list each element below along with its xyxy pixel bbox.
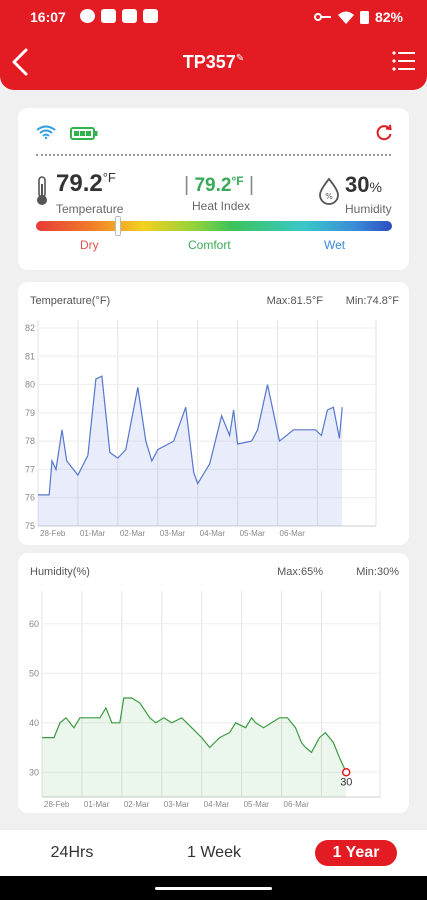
wifi-status-icon — [337, 11, 354, 24]
y-tick-label: 78 — [25, 436, 35, 446]
humidity-drop-icon: % — [319, 177, 339, 205]
y-tick-label: 79 — [25, 408, 35, 418]
y-tick-label: 77 — [25, 464, 35, 474]
divider — [36, 154, 391, 156]
system-nav-bar — [0, 876, 427, 900]
period-selector: 24Hrs 1 Week 1 Year — [0, 830, 427, 876]
comfort-level-wet: Wet — [324, 238, 346, 252]
humidity-value: 30 — [345, 172, 370, 197]
wifi-icon — [36, 125, 56, 139]
series-line — [42, 697, 347, 773]
current-reading-card: 79.2°F Temperature | 79.2°F | Heat Index… — [18, 108, 409, 270]
battery-icon — [70, 127, 98, 140]
period-1-year[interactable]: 1 Year — [315, 840, 397, 866]
y-tick-label: 81 — [25, 351, 35, 361]
key-icon — [313, 13, 331, 21]
heat-index-value: 79.2 — [194, 175, 232, 196]
thermometer-icon — [37, 176, 47, 205]
humidity-label: Humidity — [345, 202, 392, 216]
y-tick-label: 60 — [29, 619, 39, 629]
status-bar: 16:07 82% — [0, 0, 427, 34]
battery-status-icon — [359, 11, 369, 24]
humidity-max: Max:65% — [277, 566, 323, 578]
series-line — [38, 375, 343, 496]
device-title-wrap[interactable]: TP357✎ — [0, 52, 427, 73]
heat-index-unit: °F — [231, 174, 244, 188]
app-bar: TP357✎ — [0, 34, 427, 90]
temperature-value: 79.2 — [56, 170, 103, 197]
y-tick-label: 40 — [29, 718, 39, 728]
app-icon — [101, 9, 116, 23]
x-tick-label: 06-Mar — [280, 529, 306, 538]
comfort-gradient-bar — [36, 221, 392, 231]
last-point-label: 30 — [340, 776, 352, 788]
x-tick-label: 05-Mar — [240, 529, 266, 538]
comfort-level-dry: Dry — [80, 238, 99, 252]
battery-percent: 82% — [374, 9, 403, 25]
series-area — [38, 376, 343, 526]
temperature-max: Max:81.5°F — [266, 295, 323, 307]
y-tick-label: 82 — [25, 323, 35, 333]
x-tick-label: 28-Feb — [40, 529, 66, 538]
notification-icons — [80, 9, 158, 23]
x-tick-label: 02-Mar — [120, 529, 146, 538]
comfort-level-comfort: Comfort — [188, 238, 231, 252]
x-tick-label: 01-Mar — [80, 529, 106, 538]
temperature-value-wrap: 79.2°F — [56, 170, 116, 198]
y-tick-label: 30 — [29, 767, 39, 777]
x-tick-label: 04-Mar — [204, 800, 230, 809]
last-point-marker — [341, 768, 351, 777]
temperature-chart[interactable]: 75 76 77 78 79 80 81 82 28-Feb 01-Mar 02-Mar 03-Mar… — [18, 282, 409, 545]
x-tick-label: 28-Feb — [44, 800, 70, 809]
heat-index-label: Heat Index — [192, 199, 251, 213]
y-tick-label: 50 — [29, 668, 39, 678]
x-tick-label: 01-Mar — [84, 800, 110, 809]
humidity-unit: % — [369, 179, 382, 195]
comfort-marker — [114, 216, 121, 236]
series-area — [42, 698, 347, 797]
temperature-chart-card: Temperature(°F) Max:81.5°F Min:74.8°F 75… — [18, 282, 409, 545]
x-tick-label: 06-Mar — [284, 800, 310, 809]
svg-text:%: % — [325, 192, 333, 201]
humidity-min: Min:30% — [356, 566, 399, 578]
back-arrow-icon[interactable] — [8, 46, 36, 78]
edit-icon: ✎ — [235, 53, 245, 64]
y-tick-label: 75 — [25, 521, 35, 531]
y-tick-label: 80 — [25, 380, 35, 390]
humidity-chart-title: Humidity(%) — [30, 566, 90, 578]
heat-index-value-wrap: | 79.2°F | — [184, 174, 255, 196]
x-tick-label: 03-Mar — [164, 800, 190, 809]
temperature-unit: °F — [102, 170, 116, 185]
y-tick-label: 76 — [25, 493, 35, 503]
period-24hrs[interactable]: 24Hrs — [50, 844, 94, 861]
humidity-chart-card: Humidity(%) Max:65% Min:30% 30 40 50 60 28-F… — [18, 553, 409, 813]
menu-icon[interactable] — [391, 48, 417, 74]
device-title: TP357 — [182, 52, 236, 72]
shield-icon — [143, 9, 158, 23]
x-tick-label: 05-Mar — [244, 800, 270, 809]
temperature-label: Temperature — [56, 202, 124, 216]
home-gesture-pill[interactable] — [155, 887, 272, 890]
temperature-chart-title: Temperature(°F) — [30, 295, 111, 307]
humidity-chart[interactable]: 30 40 50 60 28-Feb 01-Mar 02-Mar 03-Mar 04-Mar 05… — [18, 553, 409, 813]
x-tick-label: 02-Mar — [124, 800, 150, 809]
refresh-icon[interactable] — [375, 124, 393, 142]
x-tick-label: 04-Mar — [200, 529, 226, 538]
youtube-icon — [122, 9, 137, 23]
humidity-value-wrap: 30% — [345, 172, 382, 198]
x-tick-label: 03-Mar — [160, 529, 186, 538]
period-1-week[interactable]: 1 Week — [187, 844, 241, 861]
temperature-min: Min:74.8°F — [345, 295, 399, 307]
globe-icon — [80, 9, 95, 23]
status-time: 16:07 — [30, 9, 66, 25]
